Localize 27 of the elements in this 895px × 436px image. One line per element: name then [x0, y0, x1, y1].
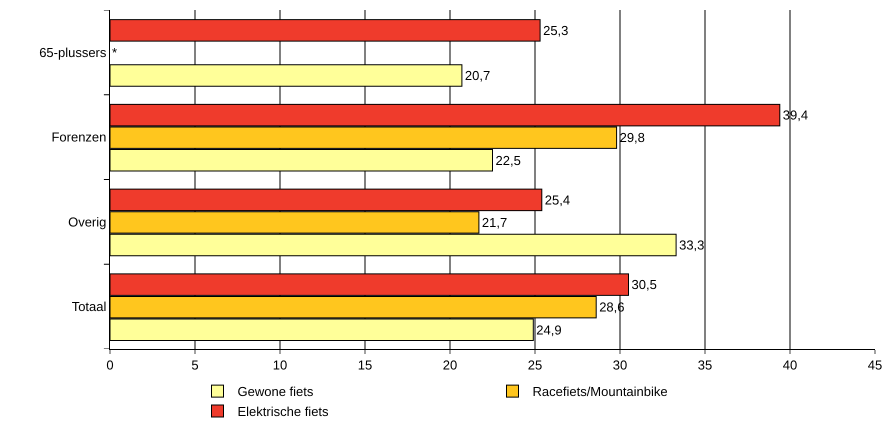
x-tick-label: 20 [442, 358, 458, 373]
x-tick-label: 45 [868, 358, 882, 373]
x-tick-label: 30 [612, 358, 628, 373]
x-tick-label: 5 [191, 358, 199, 373]
x-tick-label: 10 [272, 358, 288, 373]
data-label: 30,5 [632, 277, 657, 292]
x-tick-label: 40 [782, 358, 798, 373]
legend-label: Racefiets/Mountainbike [532, 384, 668, 400]
data-label: 33,3 [679, 238, 704, 253]
legend-label: Gewone fiets [238, 384, 314, 400]
text: * [112, 45, 118, 60]
data-label: 24,9 [536, 322, 562, 338]
data-label: 20,7 [464, 68, 490, 84]
data-label: 22,5 [496, 152, 521, 168]
x-tick-label: 25 [528, 358, 542, 373]
legend-label: Elektrische fiets [238, 404, 330, 420]
x-tick-label: 15 [358, 358, 372, 373]
y-tick-label: Overig [68, 214, 106, 230]
data-label: 21,7 [482, 214, 508, 230]
data-label: 29,8 [620, 130, 645, 146]
x-tick-label: 0 [106, 358, 114, 373]
y-tick-label: 65-plussers [39, 44, 107, 60]
y-tick-label: Forenzen [51, 130, 106, 145]
y-tick-label: Totaal [72, 299, 106, 314]
data-label: 25,3 [543, 22, 568, 38]
data-label: 25,4 [544, 192, 570, 208]
x-tick-label: 35 [698, 358, 712, 373]
